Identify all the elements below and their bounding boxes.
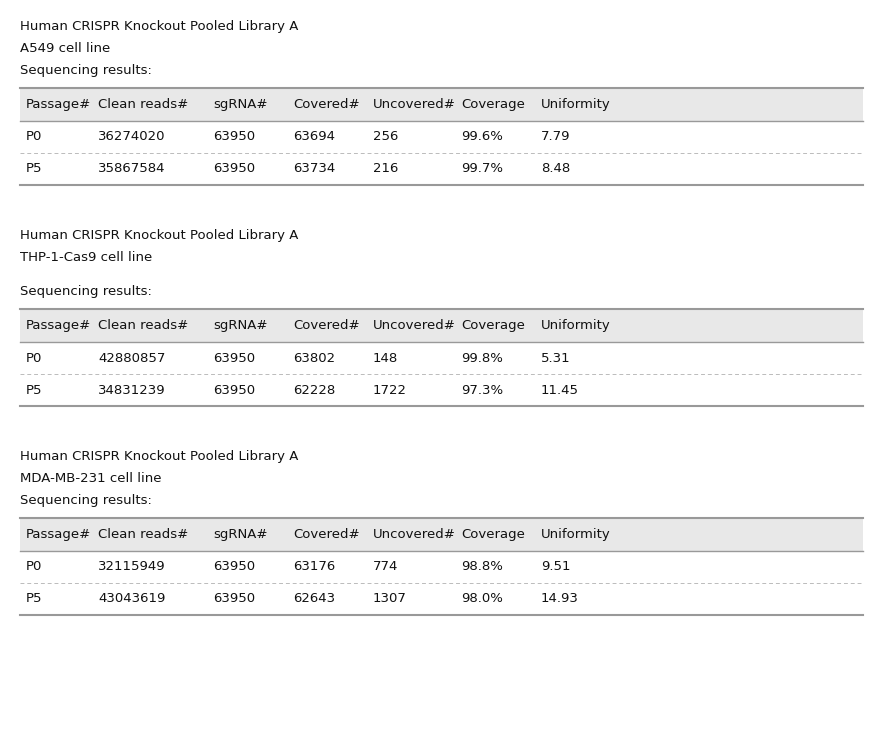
Text: 98.0%: 98.0%: [461, 593, 503, 606]
Text: 7.79: 7.79: [541, 131, 570, 144]
Text: Human CRISPR Knockout Pooled Library A: Human CRISPR Knockout Pooled Library A: [20, 228, 298, 242]
Text: 256: 256: [373, 131, 398, 144]
Text: Passage#: Passage#: [26, 98, 91, 111]
Text: 14.93: 14.93: [541, 593, 579, 606]
Text: 1722: 1722: [373, 383, 407, 396]
Text: Uncovered#: Uncovered#: [373, 98, 456, 111]
Text: Uniformity: Uniformity: [541, 98, 611, 111]
Text: 11.45: 11.45: [541, 383, 579, 396]
Text: Covered#: Covered#: [293, 319, 359, 332]
Text: Covered#: Covered#: [293, 528, 359, 541]
Text: sgRNA#: sgRNA#: [213, 528, 268, 541]
Text: 63950: 63950: [213, 131, 255, 144]
Text: 42880857: 42880857: [98, 352, 165, 364]
Text: 774: 774: [373, 560, 398, 574]
Text: Coverage: Coverage: [461, 319, 525, 332]
Text: 9.51: 9.51: [541, 560, 570, 574]
Text: Uniformity: Uniformity: [541, 319, 611, 332]
Text: 62643: 62643: [293, 593, 336, 606]
Text: 1307: 1307: [373, 593, 407, 606]
Text: P5: P5: [26, 593, 42, 606]
Text: sgRNA#: sgRNA#: [213, 319, 268, 332]
Text: Sequencing results:: Sequencing results:: [20, 284, 152, 298]
Text: 216: 216: [373, 163, 398, 175]
Text: P5: P5: [26, 163, 42, 175]
Text: 97.3%: 97.3%: [461, 383, 503, 396]
Text: 63694: 63694: [293, 131, 335, 144]
Text: Uncovered#: Uncovered#: [373, 528, 456, 541]
Text: 36274020: 36274020: [98, 131, 165, 144]
Text: Uniformity: Uniformity: [541, 528, 611, 541]
Text: 98.8%: 98.8%: [461, 560, 503, 574]
Text: Covered#: Covered#: [293, 98, 359, 111]
Text: 63950: 63950: [213, 560, 255, 574]
Text: Human CRISPR Knockout Pooled Library A: Human CRISPR Knockout Pooled Library A: [20, 450, 298, 463]
Text: 63802: 63802: [293, 352, 336, 364]
Text: P0: P0: [26, 131, 42, 144]
Text: Passage#: Passage#: [26, 528, 91, 541]
Text: Human CRISPR Knockout Pooled Library A: Human CRISPR Knockout Pooled Library A: [20, 20, 298, 33]
Text: 43043619: 43043619: [98, 593, 165, 606]
Text: 99.6%: 99.6%: [461, 131, 503, 144]
Text: 63734: 63734: [293, 163, 336, 175]
Text: THP-1-Cas9 cell line: THP-1-Cas9 cell line: [20, 250, 152, 264]
Text: 99.8%: 99.8%: [461, 352, 503, 364]
Text: 8.48: 8.48: [541, 163, 570, 175]
Text: 63950: 63950: [213, 352, 255, 364]
Text: 148: 148: [373, 352, 398, 364]
Text: Clean reads#: Clean reads#: [98, 98, 188, 111]
Bar: [20, 309, 863, 342]
Text: 32115949: 32115949: [98, 560, 166, 574]
Text: Coverage: Coverage: [461, 98, 525, 111]
Text: MDA-MB-231 cell line: MDA-MB-231 cell line: [20, 472, 162, 485]
Text: 62228: 62228: [293, 383, 336, 396]
Text: Clean reads#: Clean reads#: [98, 528, 188, 541]
Text: 63950: 63950: [213, 383, 255, 396]
Text: 63950: 63950: [213, 593, 255, 606]
Text: Coverage: Coverage: [461, 528, 525, 541]
Text: sgRNA#: sgRNA#: [213, 98, 268, 111]
Text: Passage#: Passage#: [26, 319, 91, 332]
Text: A549 cell line: A549 cell line: [20, 42, 110, 54]
Text: P5: P5: [26, 383, 42, 396]
Text: 63950: 63950: [213, 163, 255, 175]
Text: Sequencing results:: Sequencing results:: [20, 64, 152, 76]
Text: P0: P0: [26, 560, 42, 574]
Text: 34831239: 34831239: [98, 383, 166, 396]
Text: 35867584: 35867584: [98, 163, 165, 175]
Text: 99.7%: 99.7%: [461, 163, 503, 175]
Text: P0: P0: [26, 352, 42, 364]
Text: Sequencing results:: Sequencing results:: [20, 494, 152, 507]
Bar: [20, 88, 863, 121]
Text: Clean reads#: Clean reads#: [98, 319, 188, 332]
Text: Uncovered#: Uncovered#: [373, 319, 456, 332]
Text: 5.31: 5.31: [541, 352, 570, 364]
Text: 63176: 63176: [293, 560, 336, 574]
Bar: [20, 518, 863, 551]
